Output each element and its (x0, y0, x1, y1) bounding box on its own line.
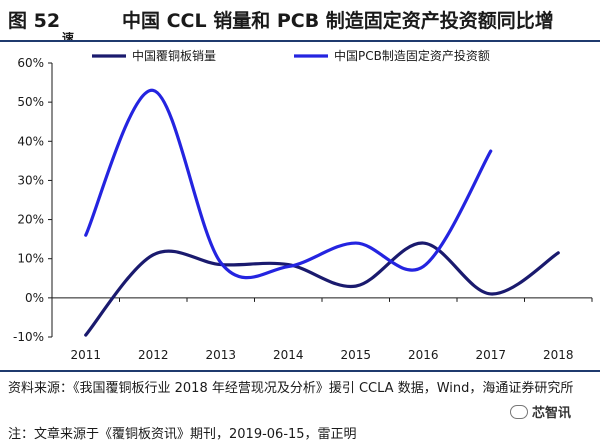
line-chart: 60% 50% 40% 30% 20% 10% 0% -10% 2011 2012 2013 2014… (13, 48, 593, 362)
x-tick-label: 2014 (273, 348, 304, 362)
wechat-icon (510, 405, 528, 419)
legend-label-0: 中国覆铜板销量 (132, 48, 216, 63)
x-tick-label: 2013 (205, 348, 236, 362)
x-tick-label: 2018 (543, 348, 574, 362)
x-tick-label: 2017 (475, 348, 506, 362)
y-tick-label: -10% (13, 330, 44, 344)
y-tick-label: 10% (17, 252, 44, 266)
figure-header: 图 52 中国 CCL 销量和 PCB 制造固定资产投资额同比增 速 (0, 0, 600, 42)
x-tick-label: 2016 (408, 348, 439, 362)
source-divider (0, 370, 600, 372)
figure-title: 中国 CCL 销量和 PCB 制造固定资产投资额同比增 (122, 10, 554, 32)
legend-label-1: 中国PCB制造固定资产投资额 (334, 48, 490, 63)
source-text: 资料来源：《我国覆铜板行业 2018 年经营现况及分析》援引 CCLA 数据，W… (8, 381, 574, 396)
chart-legend: 中国覆铜板销量 中国PCB制造固定资产投资额 (92, 48, 490, 63)
x-tick-label: 2011 (70, 348, 101, 362)
y-tick-label: 30% (17, 173, 44, 187)
series-line-1 (84, 88, 493, 280)
chart-axes: 60% 50% 40% 30% 20% 10% 0% -10% 2011 2012 2013 2014… (13, 56, 593, 362)
x-tick-label: 2015 (340, 348, 371, 362)
watermark-text: 芯智讯 (532, 406, 572, 421)
watermark: 芯智讯 (510, 402, 571, 421)
y-tick-label: 40% (17, 134, 44, 148)
y-tick-label: 20% (17, 213, 44, 227)
y-tick-label: 50% (17, 95, 44, 109)
source-note: 注：文章来源于《覆铜板资讯》期刊，2019-06-15，雷正明 (8, 427, 357, 442)
x-tick-label: 2012 (138, 348, 169, 362)
y-tick-label: 0% (25, 291, 44, 305)
chart-series (84, 88, 560, 337)
figure-title-wrap: 速 (62, 32, 75, 40)
figure-number: 图 52 (8, 10, 61, 32)
y-tick-label: 60% (17, 56, 44, 70)
series-line-0 (84, 241, 560, 337)
